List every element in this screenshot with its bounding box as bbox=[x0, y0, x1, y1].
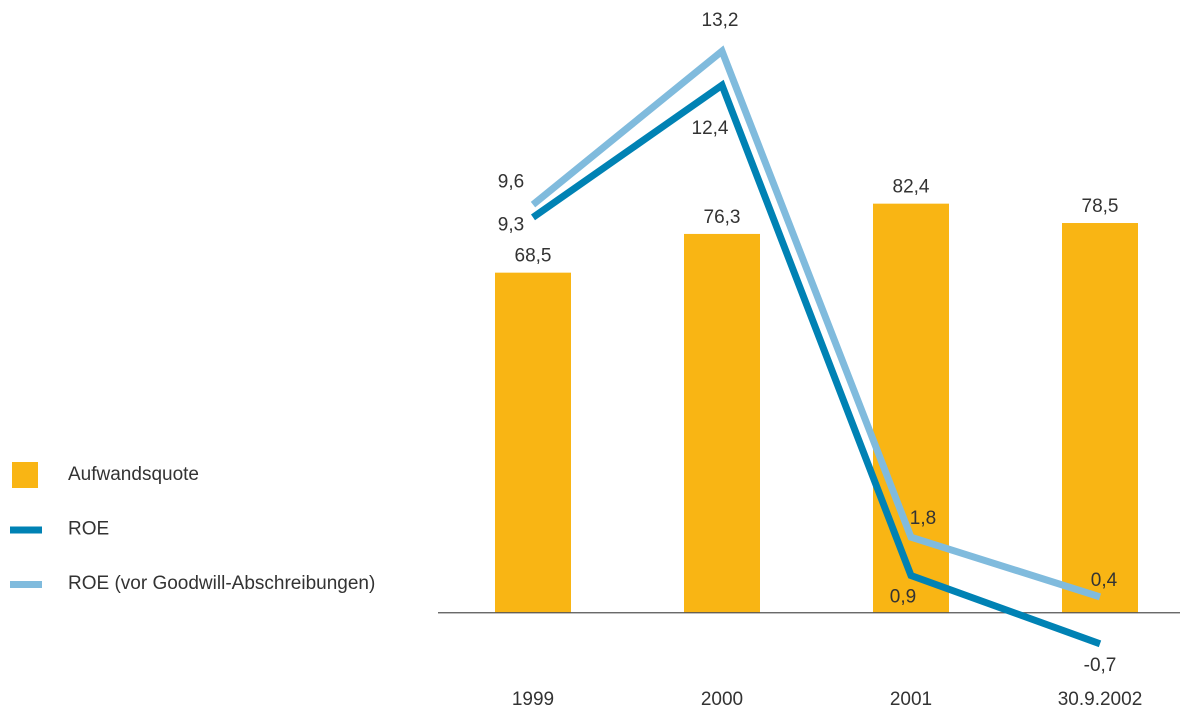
legend-label: ROE (vor Goodwill-Abschreibungen) bbox=[68, 573, 375, 594]
data-label: 78,5 bbox=[1082, 196, 1119, 217]
bar bbox=[684, 233, 760, 613]
data-label: 9,6 bbox=[498, 172, 524, 193]
legend-label: ROE bbox=[68, 519, 109, 540]
line bbox=[530, 79, 1102, 648]
line bbox=[530, 45, 1102, 601]
bar bbox=[1062, 223, 1138, 613]
data-label: 13,2 bbox=[702, 10, 739, 31]
data-label: 9,3 bbox=[498, 214, 524, 235]
legend-label: Aufwandsquote bbox=[68, 464, 199, 485]
data-label: -0,7 bbox=[1084, 655, 1117, 676]
bar bbox=[495, 272, 571, 613]
x-tick-label: 1999 bbox=[512, 689, 554, 710]
x-tick-label: 2000 bbox=[701, 689, 743, 710]
data-label: 76,3 bbox=[704, 207, 741, 228]
x-tick-label: 2001 bbox=[890, 689, 932, 710]
data-label: 68,5 bbox=[515, 246, 552, 267]
legend-swatch bbox=[12, 462, 38, 488]
bar bbox=[873, 203, 949, 613]
x-tick-label: 30.9.2002 bbox=[1058, 689, 1143, 710]
data-label: 0,4 bbox=[1091, 570, 1118, 591]
data-label: 82,4 bbox=[893, 177, 930, 198]
data-label: 0,9 bbox=[890, 587, 916, 608]
legend-swatch bbox=[10, 526, 42, 534]
data-label: 1,8 bbox=[910, 508, 936, 529]
data-label: 12,4 bbox=[692, 118, 729, 139]
legend-swatch bbox=[10, 581, 42, 588]
